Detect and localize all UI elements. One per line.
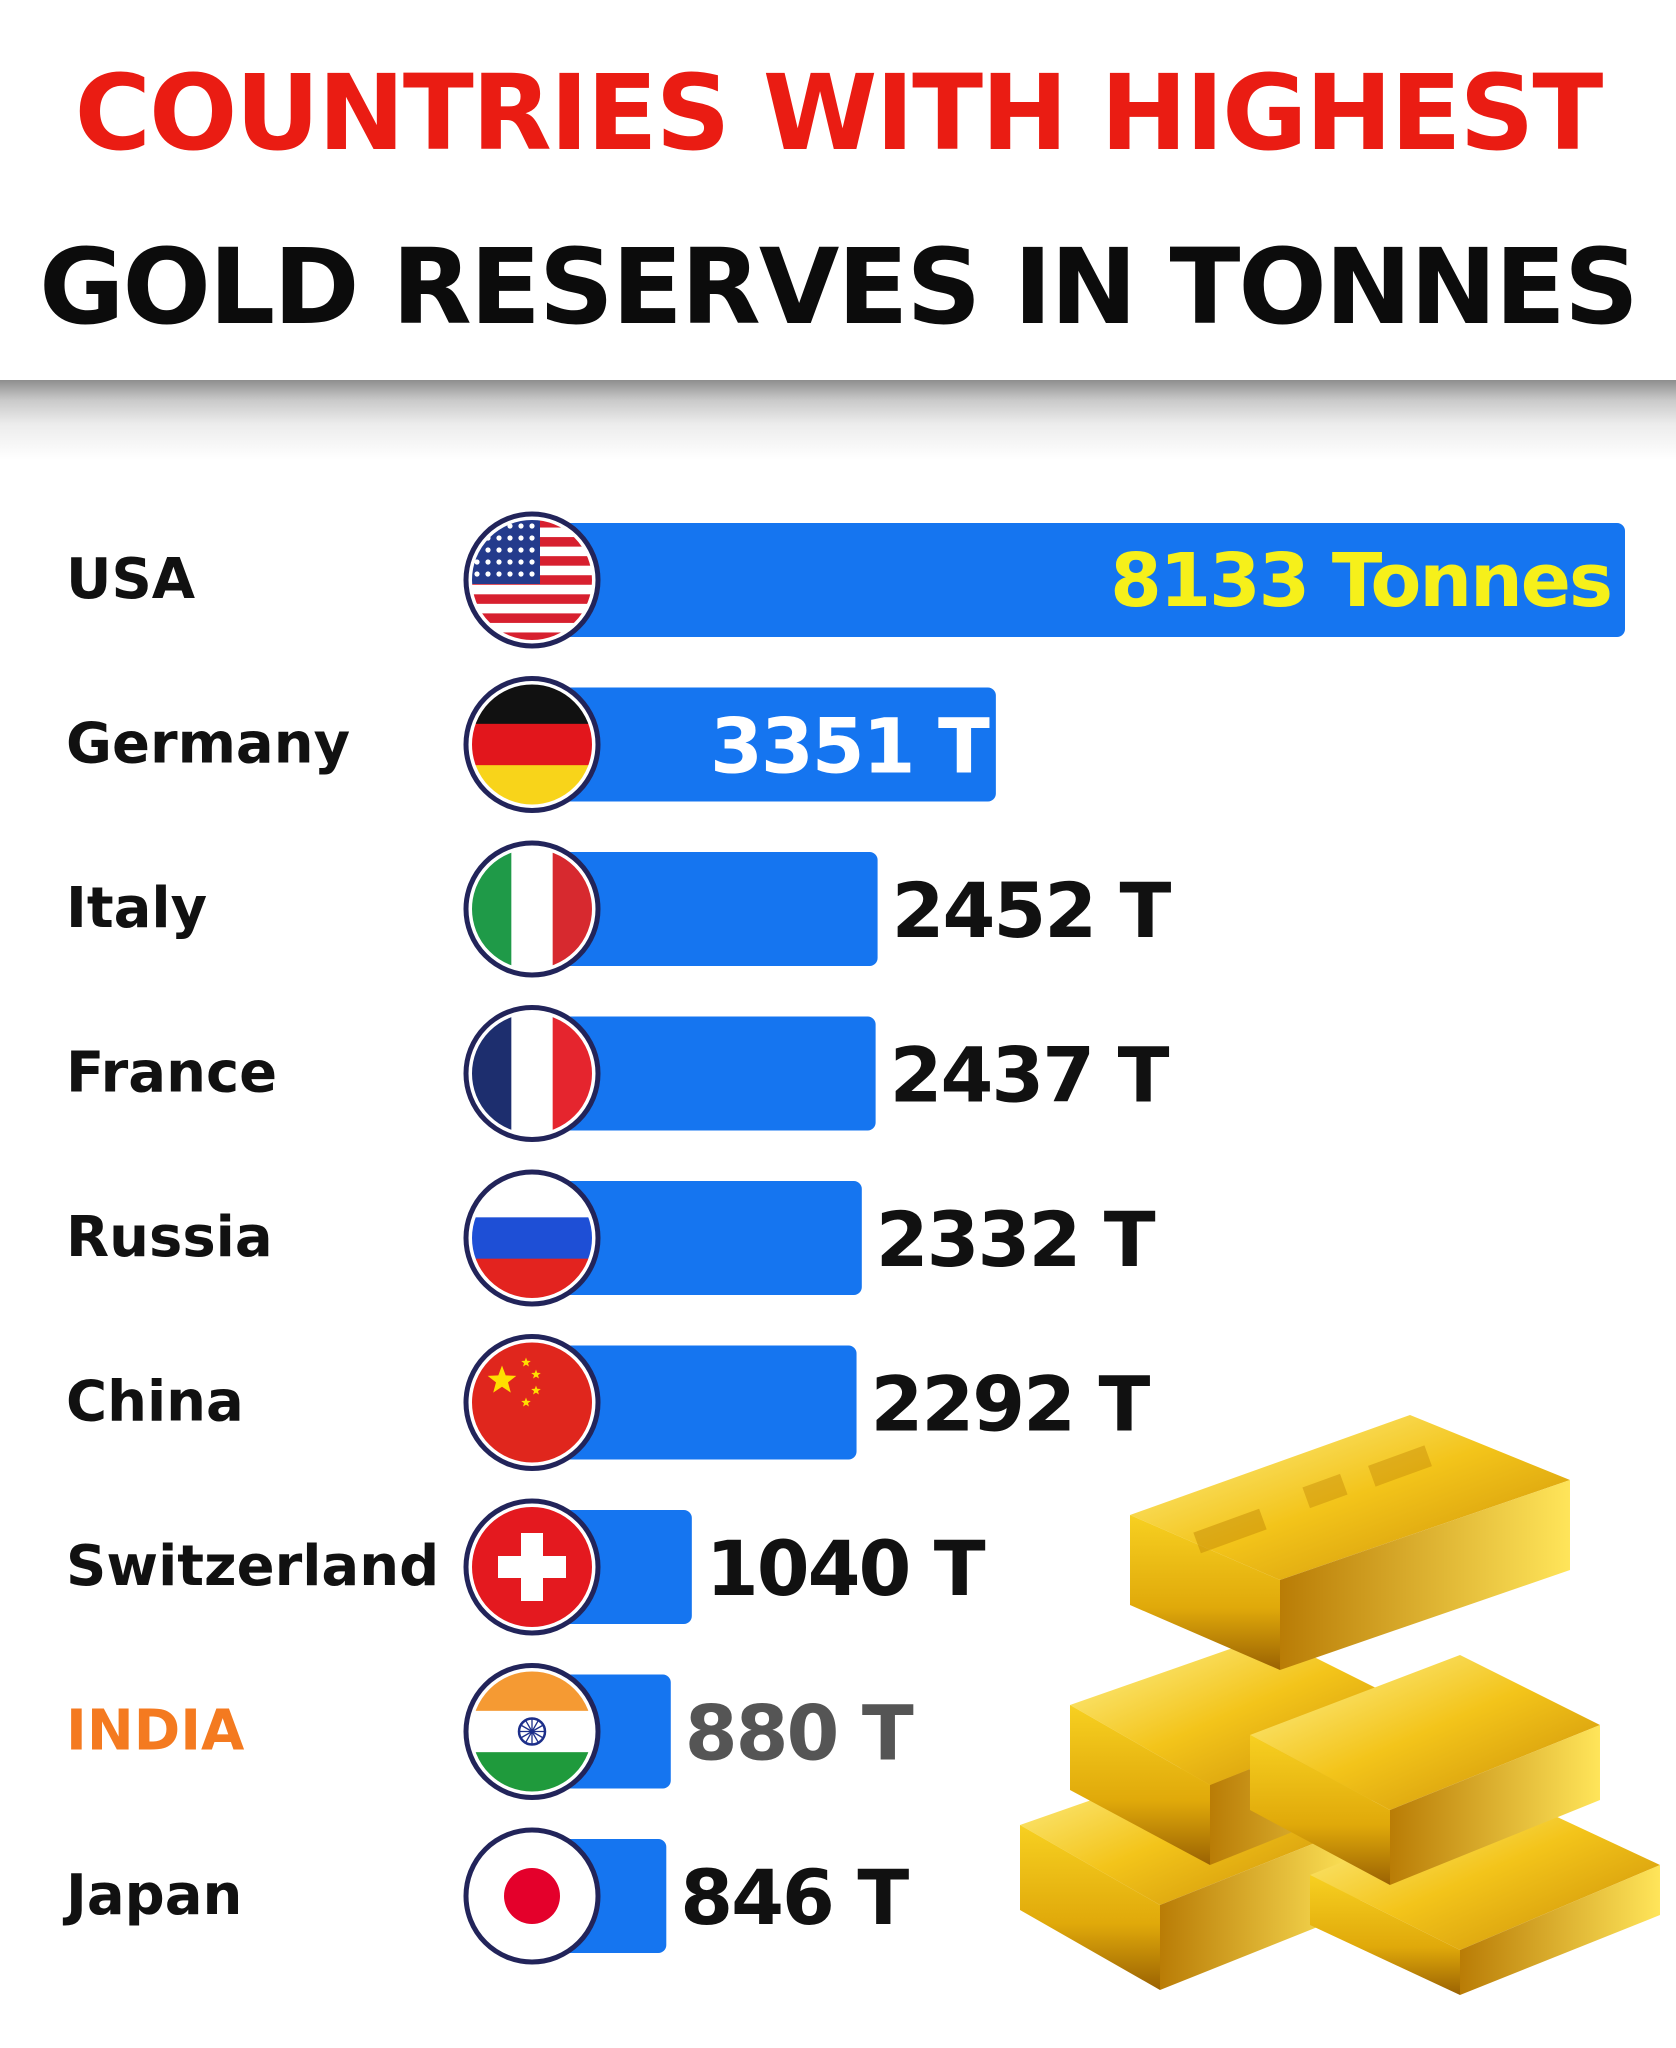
gold-bar-middle-right bbox=[1250, 1655, 1600, 1885]
value-label: 2332 T bbox=[876, 1195, 1156, 1284]
value-label: 846 T bbox=[680, 1853, 909, 1942]
bar-row-russia: Russia 2332 T bbox=[66, 1169, 1158, 1307]
category-label: Germany bbox=[66, 712, 350, 777]
category-label: Japan bbox=[62, 1863, 242, 1928]
gold-bar-bottom-right bbox=[1310, 1795, 1660, 1995]
value-label: 2292 T bbox=[871, 1360, 1151, 1449]
category-label: Italy bbox=[66, 876, 207, 941]
header: COUNTRIES WITH HIGHEST GOLD RESERVES IN … bbox=[0, 0, 1676, 392]
bar-row-switzerland: Switzerland 1040 T bbox=[66, 1498, 988, 1636]
title-line-1: COUNTRIES WITH HIGHEST bbox=[74, 52, 1604, 174]
bar bbox=[555, 523, 1625, 637]
bar-row-italy: Italy 2452 T bbox=[66, 840, 1174, 978]
category-label: Switzerland bbox=[66, 1534, 439, 1599]
gold-bar-top bbox=[1130, 1415, 1570, 1670]
category-label: Russia bbox=[66, 1205, 273, 1270]
bar bbox=[555, 687, 996, 802]
value-label: 2452 T bbox=[892, 866, 1172, 955]
value-label: 8133 Tonnes bbox=[1110, 538, 1611, 624]
category-label: USA bbox=[66, 547, 196, 612]
bar bbox=[555, 1181, 862, 1295]
bar bbox=[555, 852, 878, 966]
bar-row-germany: Germany 3351 T bbox=[66, 676, 996, 813]
bar-row-india: INDIA 880 T bbox=[66, 1663, 916, 1800]
india-flag-icon bbox=[463, 1663, 601, 1800]
value-label: 2437 T bbox=[890, 1031, 1170, 1120]
category-label: France bbox=[66, 1041, 277, 1106]
bar-row-france: France 2437 T bbox=[66, 1005, 1172, 1142]
value-label: 3351 T bbox=[710, 702, 990, 791]
title-line-2: GOLD RESERVES IN TONNES bbox=[39, 226, 1639, 348]
bar bbox=[555, 1016, 876, 1131]
bar-row-usa: USA 8133 Tonnes bbox=[66, 511, 1625, 649]
value-label: 880 T bbox=[685, 1689, 914, 1778]
france-flag-icon bbox=[463, 1005, 601, 1142]
italy-flag-icon bbox=[463, 840, 601, 978]
category-label: INDIA bbox=[66, 1699, 245, 1764]
russia-flag-icon bbox=[463, 1169, 601, 1307]
japan-flag-icon bbox=[463, 1827, 601, 1965]
bar bbox=[555, 1345, 857, 1460]
header-shadow bbox=[0, 380, 1676, 460]
us-flag-icon bbox=[463, 511, 601, 649]
gold-bars-illustration bbox=[1020, 1415, 1660, 1995]
value-label: 1040 T bbox=[706, 1524, 986, 1613]
germany-flag-icon bbox=[463, 676, 601, 813]
china-flag-icon bbox=[463, 1334, 601, 1471]
bar-row-china: China 2292 T bbox=[66, 1334, 1153, 1471]
bars-layer: USA 8133 Tonnes Germany 3351 T Italy 2452 T Fr… bbox=[62, 511, 1625, 1965]
category-label: China bbox=[66, 1370, 244, 1435]
bar-row-japan: Japan 846 T bbox=[62, 1827, 911, 1965]
switzerland-flag-icon bbox=[463, 1498, 601, 1636]
